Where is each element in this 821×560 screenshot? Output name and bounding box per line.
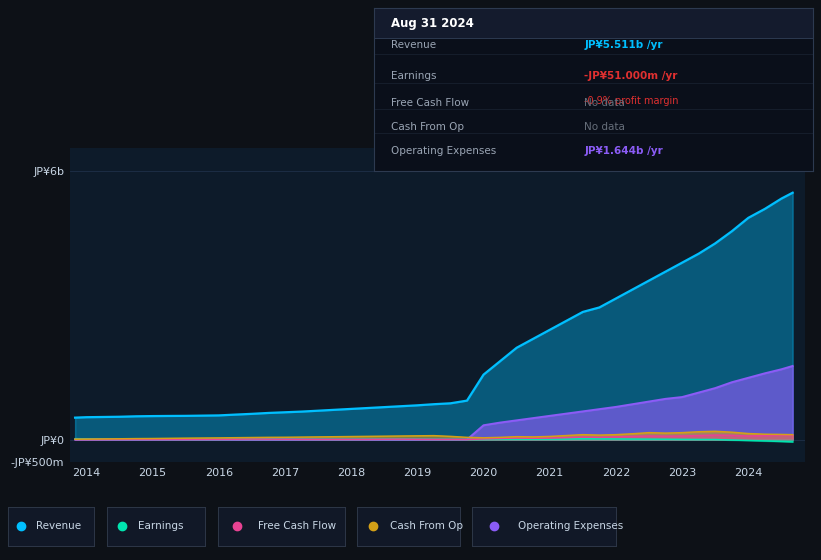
Text: JP¥5.511b /yr: JP¥5.511b /yr (585, 40, 663, 50)
Text: -0.9% profit margin: -0.9% profit margin (585, 96, 679, 106)
Text: Cash From Op: Cash From Op (390, 521, 463, 531)
Text: Operating Expenses: Operating Expenses (518, 521, 623, 531)
Text: No data: No data (585, 122, 626, 132)
Text: Free Cash Flow: Free Cash Flow (259, 521, 337, 531)
Text: No data: No data (585, 99, 626, 109)
Text: -JP¥51.000m /yr: -JP¥51.000m /yr (585, 71, 678, 81)
Text: Operating Expenses: Operating Expenses (391, 146, 497, 156)
Text: Revenue: Revenue (391, 40, 436, 50)
Text: Revenue: Revenue (36, 521, 81, 531)
Text: Earnings: Earnings (391, 71, 437, 81)
Text: Aug 31 2024: Aug 31 2024 (391, 16, 474, 30)
Text: Free Cash Flow: Free Cash Flow (391, 99, 470, 109)
FancyBboxPatch shape (374, 8, 813, 38)
Text: Earnings: Earnings (138, 521, 184, 531)
Text: Cash From Op: Cash From Op (391, 122, 464, 132)
Text: JP¥1.644b /yr: JP¥1.644b /yr (585, 146, 663, 156)
